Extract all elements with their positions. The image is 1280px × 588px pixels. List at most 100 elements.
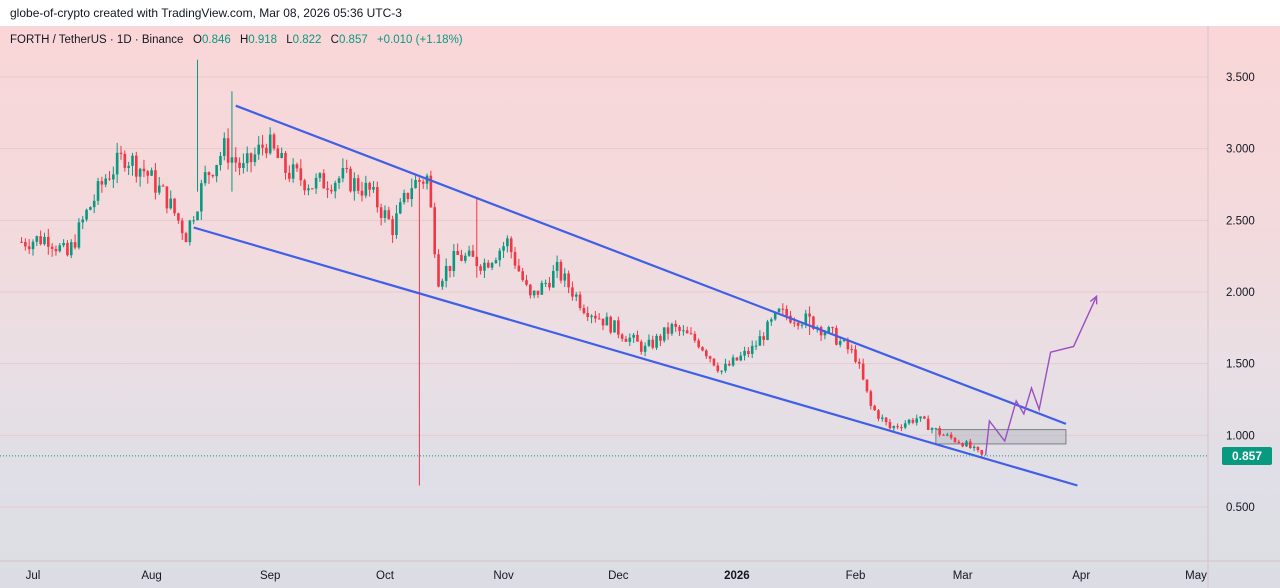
candle-up (490, 263, 494, 268)
candle-up (318, 173, 322, 178)
candle-down (953, 437, 957, 442)
candle-down (134, 155, 138, 177)
x-tick-label: May (1185, 570, 1207, 582)
candle-down (536, 290, 540, 295)
candle-down (272, 134, 276, 149)
candle-up (104, 178, 107, 185)
candle-down (884, 417, 888, 423)
x-tick-label: Aug (141, 570, 161, 582)
candle-down (678, 326, 681, 332)
candle-up (907, 419, 911, 424)
candle-up (590, 315, 593, 318)
candle-up (773, 312, 777, 320)
candle-up (85, 209, 88, 220)
candle-up (245, 153, 249, 164)
candle-up (35, 236, 39, 242)
y-tick-label: 3.000 (1226, 144, 1255, 156)
candle-up (574, 294, 578, 297)
candle-down (548, 282, 551, 288)
candle-down (303, 180, 306, 191)
candle-down (146, 171, 150, 176)
y-tick-label: 2.000 (1226, 287, 1255, 299)
candle-down (586, 313, 590, 318)
x-tick-label: Sep (260, 570, 280, 582)
candle-down (831, 327, 834, 329)
candle-down (24, 242, 27, 247)
chart-frame[interactable]: 3.500 3.000 2.500 2.000 1.500 1.000 0.500 Jul Au… (0, 26, 1280, 588)
candle-up (972, 446, 976, 449)
candle-down (651, 339, 655, 348)
symbol-label[interactable]: FORTH / TetherUS · 1D · Binance (10, 34, 184, 46)
candle-up (222, 138, 226, 156)
candle-down (926, 418, 930, 430)
candle-up (731, 357, 735, 366)
candle-up (364, 182, 368, 196)
candle-down (957, 441, 961, 444)
candle-up (823, 332, 827, 336)
candle-down (161, 185, 165, 187)
candle-up (398, 202, 402, 214)
candle-down (888, 422, 892, 429)
candle-up (743, 350, 746, 356)
candle-down (582, 308, 586, 314)
price-chart[interactable]: 3.500 3.000 2.500 2.000 1.500 1.000 0.500 Jul Au… (0, 26, 1280, 588)
candle-down (421, 181, 425, 184)
candle-down (529, 284, 532, 296)
candle-up (112, 174, 115, 180)
candle-up (333, 182, 337, 192)
candle-down (716, 365, 720, 372)
candle-up (441, 280, 444, 287)
y-tick-label: 2.500 (1226, 215, 1255, 227)
x-tick-label: Mar (953, 570, 973, 582)
candle-down (234, 157, 238, 163)
candle-up (196, 211, 199, 221)
candle-down (666, 327, 670, 334)
candle-down (387, 210, 391, 220)
candle-down (326, 188, 329, 190)
candle-up (544, 282, 547, 284)
candle-up (770, 319, 773, 322)
candle-up (724, 363, 727, 371)
candle-down (460, 254, 463, 261)
upper-trendline[interactable] (235, 104, 1067, 425)
candle-up (903, 423, 907, 428)
candle-down (961, 443, 964, 447)
candle-up (383, 210, 387, 218)
candle-up (498, 250, 502, 261)
candle-up (563, 273, 567, 281)
candle-up (670, 323, 674, 334)
lower-trendline[interactable] (193, 226, 1078, 487)
projection-path[interactable] (984, 296, 1098, 456)
candle-down (471, 250, 475, 257)
candle-down (559, 261, 563, 281)
candle-down (376, 187, 379, 208)
candle-down (322, 173, 326, 189)
candle-up (930, 428, 934, 430)
candle-up (632, 334, 635, 338)
candle-up (555, 261, 559, 271)
candle-down (620, 334, 624, 339)
candle-up (655, 335, 658, 348)
candle-down (727, 363, 731, 366)
candle-up (892, 426, 896, 429)
candle-up (81, 219, 85, 223)
candle-up (880, 417, 884, 419)
candle-up (353, 178, 356, 192)
candle-down (900, 427, 903, 429)
candle-up (69, 242, 73, 256)
candle-up (739, 355, 743, 361)
candle-down (808, 313, 811, 317)
y-tick-label: 0.500 (1226, 502, 1255, 514)
candle-up (268, 134, 272, 154)
candle-down (177, 213, 180, 221)
candle-up (965, 441, 968, 447)
x-tick-label: Nov (493, 570, 514, 582)
candle-up (115, 152, 119, 175)
high-label: H (239, 34, 249, 46)
candle-down (624, 338, 628, 342)
candle-up (750, 345, 754, 354)
candle-up (506, 238, 509, 247)
candle-down (475, 256, 479, 267)
candle-down (238, 162, 241, 168)
candle-up (946, 434, 949, 436)
